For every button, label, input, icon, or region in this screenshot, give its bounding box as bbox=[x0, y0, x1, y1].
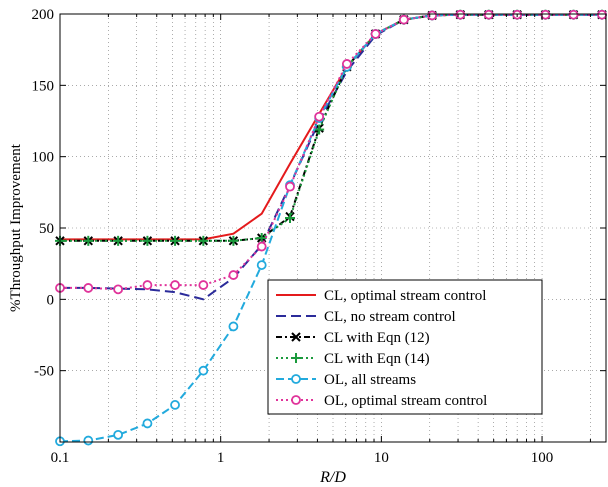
data-point bbox=[597, 9, 607, 20]
data-point bbox=[398, 14, 409, 25]
data-point bbox=[314, 124, 325, 135]
data-point bbox=[83, 235, 94, 246]
data-point bbox=[568, 9, 579, 20]
series-line bbox=[60, 13, 602, 291]
x-tick-label: 0.1 bbox=[51, 450, 70, 466]
y-tick-label: 200 bbox=[32, 7, 55, 23]
series-1 bbox=[60, 13, 602, 301]
data-point bbox=[198, 235, 209, 246]
data-point bbox=[170, 280, 180, 290]
legend-label: CL, no stream control bbox=[324, 309, 456, 325]
series-line bbox=[60, 13, 602, 242]
data-point bbox=[142, 235, 153, 246]
data-point bbox=[455, 9, 466, 20]
data-point bbox=[142, 418, 153, 429]
series-0 bbox=[60, 13, 602, 241]
data-point bbox=[142, 280, 153, 290]
data-point bbox=[198, 280, 209, 290]
data-point bbox=[370, 29, 381, 39]
data-point bbox=[256, 232, 267, 243]
data-point bbox=[314, 111, 325, 122]
legend-label: CL with Eqn (12) bbox=[324, 330, 430, 346]
data-point bbox=[170, 235, 181, 246]
data-point bbox=[256, 260, 267, 270]
data-point bbox=[285, 181, 295, 192]
y-axis-label: %Throughput Improvement bbox=[8, 143, 24, 312]
data-point bbox=[170, 400, 180, 410]
y-tick-label: 50 bbox=[39, 221, 54, 237]
data-point bbox=[113, 235, 124, 246]
y-tick-label: 0 bbox=[47, 292, 55, 308]
x-tick-label: 10 bbox=[374, 450, 389, 466]
legend-label: OL, all streams bbox=[324, 372, 416, 388]
legend-swatch-marker bbox=[291, 395, 301, 405]
series-line bbox=[60, 13, 602, 241]
x-axis-label: R/D bbox=[319, 469, 346, 486]
legend-box bbox=[267, 279, 543, 415]
legend-swatch-marker bbox=[291, 353, 301, 363]
y-tick-label: 150 bbox=[32, 78, 55, 94]
data-point bbox=[113, 429, 124, 440]
x-marker-stroke bbox=[291, 332, 301, 342]
series-3 bbox=[55, 9, 607, 246]
y-tick-label: 100 bbox=[32, 150, 55, 166]
data-point bbox=[427, 10, 438, 21]
data-point bbox=[228, 270, 239, 280]
data-point bbox=[83, 435, 94, 446]
series-5 bbox=[55, 9, 607, 295]
series-line bbox=[60, 13, 602, 242]
legend-label: CL, optimal stream control bbox=[324, 288, 486, 304]
data-point bbox=[228, 235, 239, 246]
legend-label: OL, optimal stream control bbox=[324, 393, 487, 409]
legend-swatch-marker bbox=[291, 374, 301, 384]
data-point bbox=[228, 321, 239, 332]
data-point bbox=[483, 9, 494, 20]
legend: CL, optimal stream control CL, no stream … bbox=[267, 279, 543, 415]
data-point bbox=[256, 241, 267, 252]
data-point bbox=[540, 9, 551, 20]
y-tick-label: -50 bbox=[34, 364, 54, 380]
ticks-layer: 0.1 1 10 100 -50 0 50 100 150 200 bbox=[32, 7, 606, 466]
legend-swatch-marker bbox=[291, 332, 301, 342]
series-line bbox=[60, 13, 602, 301]
x-tick-label: 100 bbox=[531, 450, 554, 466]
series-2 bbox=[55, 10, 607, 246]
data-point bbox=[113, 284, 124, 295]
x-tick-label: 1 bbox=[217, 450, 225, 466]
legend-label: CL with Eqn (14) bbox=[324, 351, 430, 367]
data-point bbox=[284, 213, 295, 224]
data-point bbox=[198, 365, 209, 376]
data-point bbox=[341, 59, 352, 69]
data-point bbox=[83, 283, 94, 293]
